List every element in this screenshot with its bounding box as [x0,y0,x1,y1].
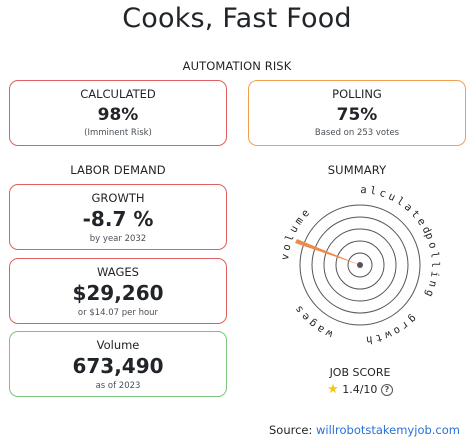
star-icon: ★ [327,382,339,397]
svg-text:polling: polling [422,231,442,301]
source-label: Source: [268,423,313,437]
growth-value: -8.7 % [82,207,154,231]
job-score-value: 1.4/10 [342,383,378,396]
help-icon[interactable]: ? [380,384,393,396]
radar-ring [335,240,385,290]
radar-ring [299,204,421,326]
axis-label-growth: growth [362,312,415,346]
calculated-sub: (Imminent Risk) [84,128,152,138]
calculated-risk-card: CALCULATED 98% (Imminent Risk) [9,80,227,146]
calculated-label: CALCULATED [80,87,156,101]
summary-heading: SUMMARY [327,163,387,177]
job-score-label: JOB SCORE [329,366,391,379]
page-title: Cooks, Fast Food [122,3,352,34]
polling-sub: Based on 253 votes [314,128,400,138]
source-link[interactable]: willrobotstakemyjob.com [316,423,460,437]
svg-text:wages: wages [291,301,335,341]
radar-ring [311,216,409,314]
source-footer: Source: willrobotstakemyjob.com [269,423,460,437]
growth-sub: by year 2032 [89,234,147,244]
radar-center [357,262,363,268]
job-score-row: ★ 1.4/10 ? [280,382,440,397]
labor-demand-heading: LABOR DEMAND [70,163,166,177]
wages-value: $29,260 [72,281,164,305]
svg-text:growth: growth [362,312,418,346]
growth-label: GROWTH [91,191,145,205]
growth-card: GROWTH -8.7 % by year 2032 [9,184,227,250]
polling-risk-card: POLLING 75% Based on 253 votes [248,80,466,146]
volume-label: Volume [96,338,140,352]
polling-label: POLLING [332,87,382,101]
volume-card: Volume 673,490 as of 2023 [9,331,227,397]
automation-risk-heading: AUTOMATION RISK [182,59,292,73]
wages-label: WAGES [97,265,139,279]
radar-pointer [295,239,360,265]
wages-card: WAGES $29,260 or $14.07 per hour [9,258,227,324]
summary-radar: calculated polling growth wages volume [275,180,442,346]
calculated-value: 98% [97,105,139,125]
axis-label-wages: wages [291,301,332,341]
radar-ring [323,228,397,302]
wages-sub: or $14.07 per hour [77,308,159,318]
volume-sub: as of 2023 [95,381,141,391]
polling-value: 75% [336,105,378,125]
axis-label-polling: polling [422,231,439,301]
volume-value: 673,490 [72,354,164,378]
radar-ring [347,252,373,278]
